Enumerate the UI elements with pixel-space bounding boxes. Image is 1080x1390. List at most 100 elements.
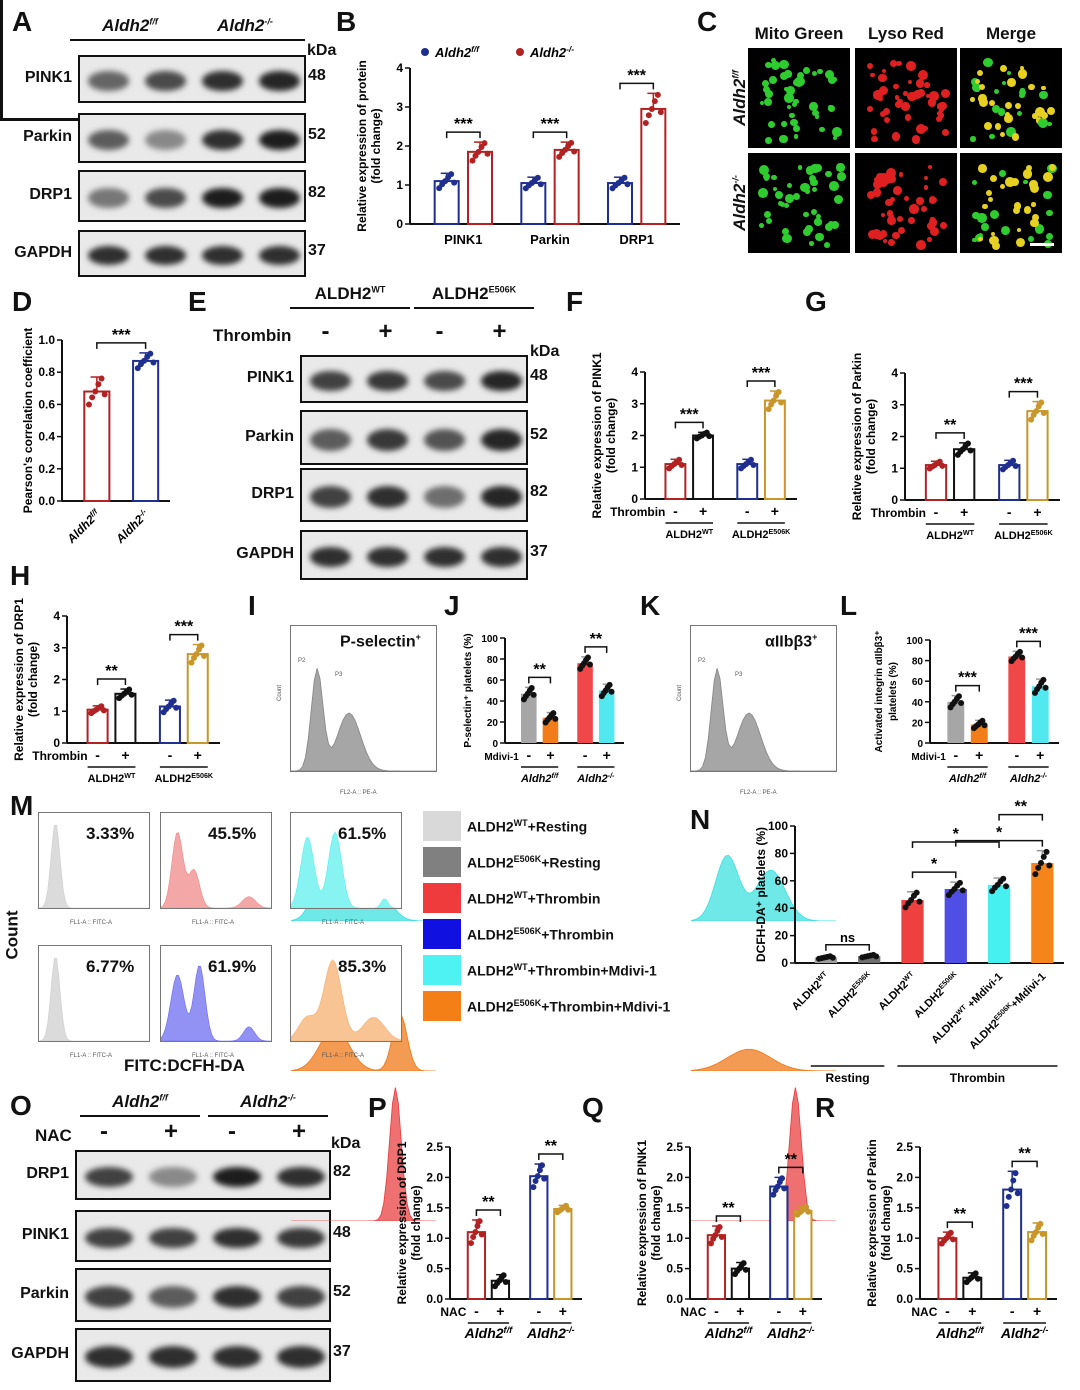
data-point — [950, 1236, 957, 1243]
organelle-dot — [867, 62, 874, 69]
chart-svg: 0 20 40 60 80 100 Activated integrin αIIbβ3⁺ pl… — [874, 625, 1059, 785]
organelle-dot — [991, 242, 1001, 251]
y-tick-label: 0.0 — [426, 1292, 443, 1306]
y-tick-label: 1 — [631, 460, 638, 474]
bar — [132, 359, 160, 503]
gate-label: P2 — [698, 658, 706, 664]
blot-row-label: PINK1 — [21, 1226, 69, 1243]
organelle-dot — [897, 215, 904, 222]
panel-letter-n: N — [690, 804, 710, 836]
organelle-dot — [1046, 233, 1054, 241]
organelle-dot — [1043, 172, 1054, 183]
data-point — [964, 440, 971, 447]
organelle-dot — [915, 124, 926, 135]
data-point — [1040, 853, 1047, 860]
legend-item: ALDH2WT+Thrombin+Mdivi-1 — [423, 955, 657, 985]
significance-bracket — [96, 342, 147, 349]
x-tick-label: ALDH2WT — [789, 969, 832, 1012]
protein-band — [259, 246, 300, 265]
data-point — [100, 707, 107, 714]
data-point — [193, 651, 200, 658]
y-tick-label: 0.0 — [896, 1292, 913, 1306]
data-point — [541, 1175, 548, 1182]
legend-item: ALDH2E506K+Thrombin+Mdivi-1 — [423, 991, 670, 1021]
organelle-dot — [917, 70, 928, 81]
y-tick-label: 60 — [775, 874, 789, 888]
treatment-label: Thrombin — [32, 749, 87, 763]
organelle-dot — [825, 69, 835, 79]
group-label: ALDH2E506K — [994, 529, 1053, 542]
data-point — [128, 691, 135, 698]
organelle-dot — [779, 134, 788, 143]
bar — [1031, 862, 1054, 963]
group-label: Aldh2f/f — [464, 1325, 513, 1341]
organelle-dot — [783, 93, 794, 103]
bar — [987, 884, 1011, 963]
legend-label: Aldh2-/- — [529, 44, 574, 60]
flow-y-axis-label: Count — [677, 684, 684, 702]
y-tick-label: 0.0 — [666, 1292, 683, 1306]
flow-x-axis-label: FL1-A :: FITC-A — [322, 1053, 365, 1059]
protein-band — [202, 187, 243, 209]
flow-histogram — [38, 812, 150, 909]
data-point — [947, 1229, 954, 1236]
data-point — [916, 898, 923, 905]
data-point — [716, 1223, 723, 1230]
flow-histogram — [160, 945, 272, 1042]
data-point — [657, 109, 664, 116]
data-point — [1010, 1177, 1017, 1184]
data-point — [718, 1233, 725, 1240]
significance-label: *** — [627, 67, 646, 84]
protein-band — [277, 1167, 325, 1187]
panel-letter-p: P — [368, 1092, 387, 1124]
data-point — [939, 462, 946, 469]
chart-r: 0.0 0.5 1.0 1.5 2.0 2.5 Relative expression of… — [850, 1105, 1065, 1360]
protein-band — [202, 71, 243, 91]
legend-label: Aldh2f/f — [434, 44, 480, 60]
bar — [114, 692, 137, 745]
significance-label: ** — [482, 1194, 495, 1211]
y-tick-label: 2.5 — [426, 1140, 443, 1154]
organelle-dot — [897, 98, 903, 105]
organelle-dot — [907, 80, 913, 85]
treatment-label: NAC — [911, 1305, 937, 1319]
organelle-dot — [763, 86, 771, 94]
treatment-sign: + — [164, 1118, 179, 1145]
data-point — [586, 661, 593, 668]
treatment-sign: - — [714, 1303, 719, 1319]
data-point — [651, 98, 658, 105]
legend-label: ALDH2WT+Thrombin — [467, 889, 601, 907]
bar — [947, 701, 965, 743]
treatment-sign: - — [526, 747, 531, 763]
data-point — [1028, 1237, 1035, 1244]
organelle-dot — [793, 134, 799, 140]
y-tick-label: 3 — [891, 398, 898, 412]
data-point — [1008, 1186, 1015, 1193]
organelle-dot — [791, 102, 797, 108]
organelle-dot — [793, 98, 799, 104]
data-point — [606, 681, 613, 688]
treatment-sign: + — [492, 318, 507, 345]
organelle-dot — [833, 135, 838, 140]
flow-x-axis-label: FL1-A :: FITC-A — [192, 920, 235, 926]
treatment-label: Mdivi-1 — [484, 752, 519, 763]
bar — [598, 690, 615, 743]
x-tick-label: ALDH2WT — [876, 969, 919, 1012]
protein-band — [310, 486, 351, 508]
chart-h: 0 1 2 3 4 Relative expression of DRP1 (fold ch… — [8, 565, 228, 802]
flow-x-axis-label: FL1-A :: FITC-A — [70, 1053, 113, 1059]
organelle-dot — [1000, 65, 1008, 72]
group-label: ALDH2WT — [665, 528, 713, 541]
organelle-dot — [1041, 111, 1049, 119]
protein-band — [310, 371, 351, 391]
data-point — [98, 375, 105, 382]
micrograph — [960, 48, 1062, 148]
organelle-dot — [1027, 83, 1035, 91]
data-point — [765, 406, 772, 413]
organelle-dot — [898, 172, 903, 177]
organelle-dot — [989, 99, 996, 106]
panel-letter-i: I — [248, 590, 256, 621]
organelle-dot — [1007, 78, 1016, 87]
microscopy-column-label: Merge — [985, 24, 1037, 43]
